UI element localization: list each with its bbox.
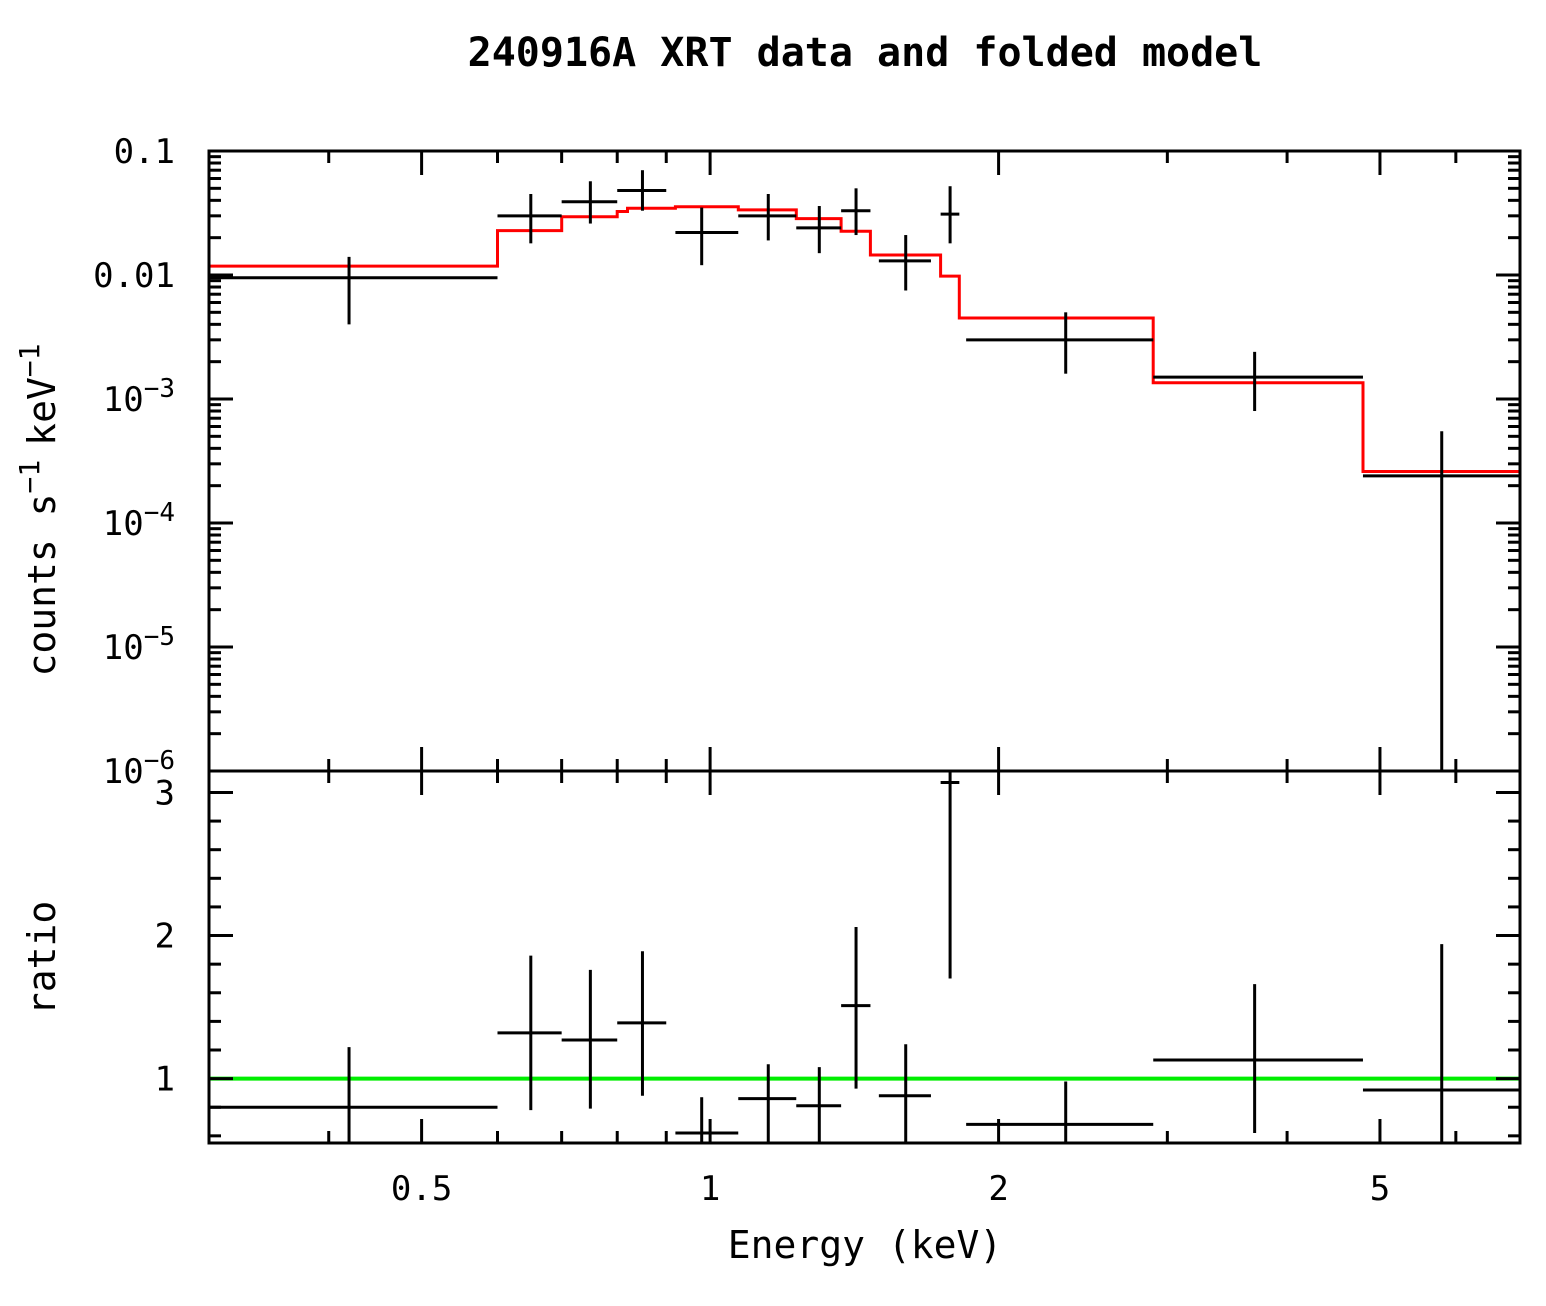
data-point [738,194,797,241]
top-y-tick-label: 10−6 [103,746,175,792]
top-y-label-exp1: −1 [13,460,46,494]
x-tick-labels: 0.5 1 2 5 [391,1169,1390,1209]
tick-base: 10 [103,752,144,792]
top-y-axis-label: counts s−1keV−1 [13,343,64,676]
ratio-point [561,969,618,1109]
data-point [1153,351,1363,412]
bottom-y-axis-label: ratio [20,901,64,1015]
data-point [675,207,739,266]
tick-exponent: −6 [144,746,175,776]
x-tick-label: 2 [988,1169,1008,1209]
bottom-panel-frame [207,769,1522,1145]
tick-base: 10 [103,628,144,668]
ratio-point [1153,984,1363,1133]
bottom-y-tick-label: 2 [155,917,175,957]
tick-base: 10 [103,380,144,420]
ratio-point [940,771,960,979]
top-y-tick-label: 0.01 [93,256,175,296]
tick-exponent: −4 [144,498,175,528]
data-point [796,206,842,254]
data-point [561,181,618,224]
ratio-point [738,1064,797,1143]
tick-base: 10 [103,504,144,544]
top-y-tick-label: 10−3 [103,374,175,420]
folded-model-line [209,205,1520,473]
x-tick-label: 5 [1370,1169,1390,1209]
top-y-tick-label: 0.1 [114,132,175,172]
x-tick-label: 1 [700,1169,720,1209]
top-y-label-counts: counts s [20,494,64,677]
top-y-label-exp2: −1 [13,343,46,377]
ratio-point [497,955,562,1111]
ratio-point [966,1081,1154,1143]
chart-title: 240916A XRT data and folded model [468,30,1263,76]
ratio-point [675,1097,739,1143]
ratio-point [878,1044,931,1143]
data-point [878,235,931,291]
spectrum-panel [209,170,1520,771]
data-point [617,170,667,211]
data-point [940,186,960,244]
bottom-y-tick-label: 1 [155,1060,175,1100]
ratio-point [617,951,667,1096]
ratio-panel [209,771,1520,1143]
ratio-point [841,926,871,1089]
top-y-label-unit: keV [20,377,64,446]
tick-exponent: −5 [144,622,175,652]
data-point [1362,431,1520,771]
data-point [966,312,1154,374]
x-tick-label: 0.5 [391,1169,452,1209]
top-panel-frame [207,149,1522,773]
ratio-point [796,1067,842,1143]
tick-exponent: −3 [144,374,175,404]
data-point [841,188,871,236]
x-axis-label: Energy (keV) [728,1223,1003,1267]
data-point [209,256,498,325]
data-point [497,194,562,244]
top-y-tick-label: 10−4 [103,498,175,544]
top-y-tick-label: 10−5 [103,622,175,668]
ratio-point [209,1047,498,1143]
ratio-point [1362,944,1520,1143]
bottom-y-tick-label: 3 [155,773,175,813]
